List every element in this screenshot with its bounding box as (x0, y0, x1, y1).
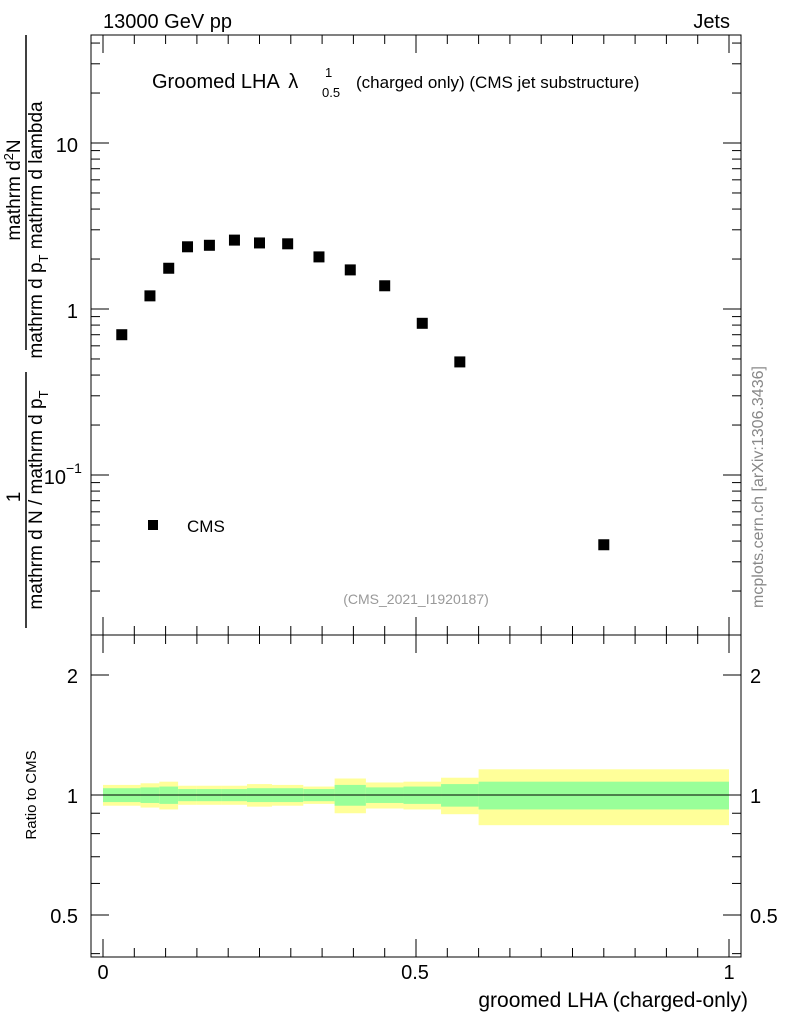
ylabel-num-sup: 2 (1, 153, 16, 160)
ylabel-den2-text: mathrm d p (26, 262, 47, 358)
ratio-ytick-1-right: 1 (750, 786, 761, 808)
legend-marker (148, 520, 158, 530)
data-point (344, 264, 356, 276)
x-axis-label: groomed LHA (charged-only) (478, 989, 748, 1012)
data-point (416, 317, 428, 329)
data-point (313, 251, 325, 263)
ytick-label-10: 10 (56, 135, 78, 157)
data-point (163, 262, 175, 274)
title-rest: (charged only) (CMS jet substructure) (356, 73, 639, 92)
ylabel-den-sub: T (36, 390, 51, 398)
data-point (379, 280, 391, 292)
title-main: Groomed LHA (152, 71, 280, 93)
main-panel-frame (90, 34, 742, 636)
ytick-label-0p1-exp: −1 (66, 460, 82, 476)
ylabel-num-text-b: N (4, 139, 25, 153)
legend-label: CMS (187, 517, 225, 536)
title-sup: 1 (325, 65, 332, 80)
ratio-ytick-labels: 2 1 0.5 2 1 0.5 (50, 666, 778, 928)
ratio-ytick-05-right: 0.5 (750, 906, 778, 928)
data-markers (116, 234, 610, 551)
header-process: Jets (693, 11, 730, 33)
ylabel-num-text: mathrm d (4, 160, 25, 240)
ylabel-inner-denominator: mathrm d pT mathrm d lambda (26, 101, 51, 359)
main-y-ticks (91, 42, 741, 592)
data-point (144, 290, 156, 302)
ylabel-outer-denominator: mathrm d N / mathrm d pT (26, 390, 51, 609)
data-point (282, 238, 294, 250)
header-energy: 13000 GeV pp (103, 11, 232, 33)
data-point (454, 356, 466, 368)
ratio-bands (103, 769, 729, 826)
xtick-label-0: 0 (97, 962, 108, 984)
xtick-label-1: 1 (723, 962, 734, 984)
data-point (254, 237, 265, 249)
main-ylabel: 1 mathrm d N / mathrm d pT mathrm d2N ma… (1, 35, 51, 628)
ratio-band-inner (478, 781, 729, 810)
data-point (228, 234, 240, 246)
ytick-label-0p1: 10 (44, 467, 66, 489)
chart-title: Groomed LHA λ (152, 71, 298, 93)
ylabel-den2-text-b: mathrm d lambda (26, 101, 47, 255)
ratio-ytick-2-left: 2 (67, 666, 78, 688)
data-point (182, 241, 194, 253)
side-credit: mcplots.cern.ch [arXiv:1306.3436] (750, 366, 767, 608)
xtick-labels: 0 0.5 1 (97, 962, 734, 984)
ylabel-outer-one: 1 (4, 492, 25, 503)
ylabel-den2-sub: T (36, 254, 51, 262)
ratio-ytick-1-left: 1 (67, 786, 78, 808)
ytick-label-1: 1 (67, 301, 78, 323)
x-ticks (102, 35, 730, 957)
ylabel-den-text: mathrm d N / mathrm d p (26, 398, 47, 609)
xtick-label-0p5: 0.5 (401, 962, 429, 984)
ratio-y-ticks (91, 674, 741, 955)
ratio-ytick-05-left: 0.5 (50, 906, 78, 928)
ylabel-inner-numerator: mathrm d2N (1, 139, 25, 240)
ratio-ylabel: Ratio to CMS (23, 750, 40, 839)
analysis-watermark: (CMS_2021_I1920187) (343, 591, 489, 607)
data-point (116, 329, 128, 341)
title-sub: 0.5 (322, 85, 340, 100)
data-point (598, 539, 610, 551)
ratio-ytick-2-right: 2 (750, 666, 761, 688)
main-ytick-labels: 10 1 10 −1 (44, 135, 82, 489)
data-point (203, 239, 215, 251)
title-lambda: λ (288, 71, 298, 93)
